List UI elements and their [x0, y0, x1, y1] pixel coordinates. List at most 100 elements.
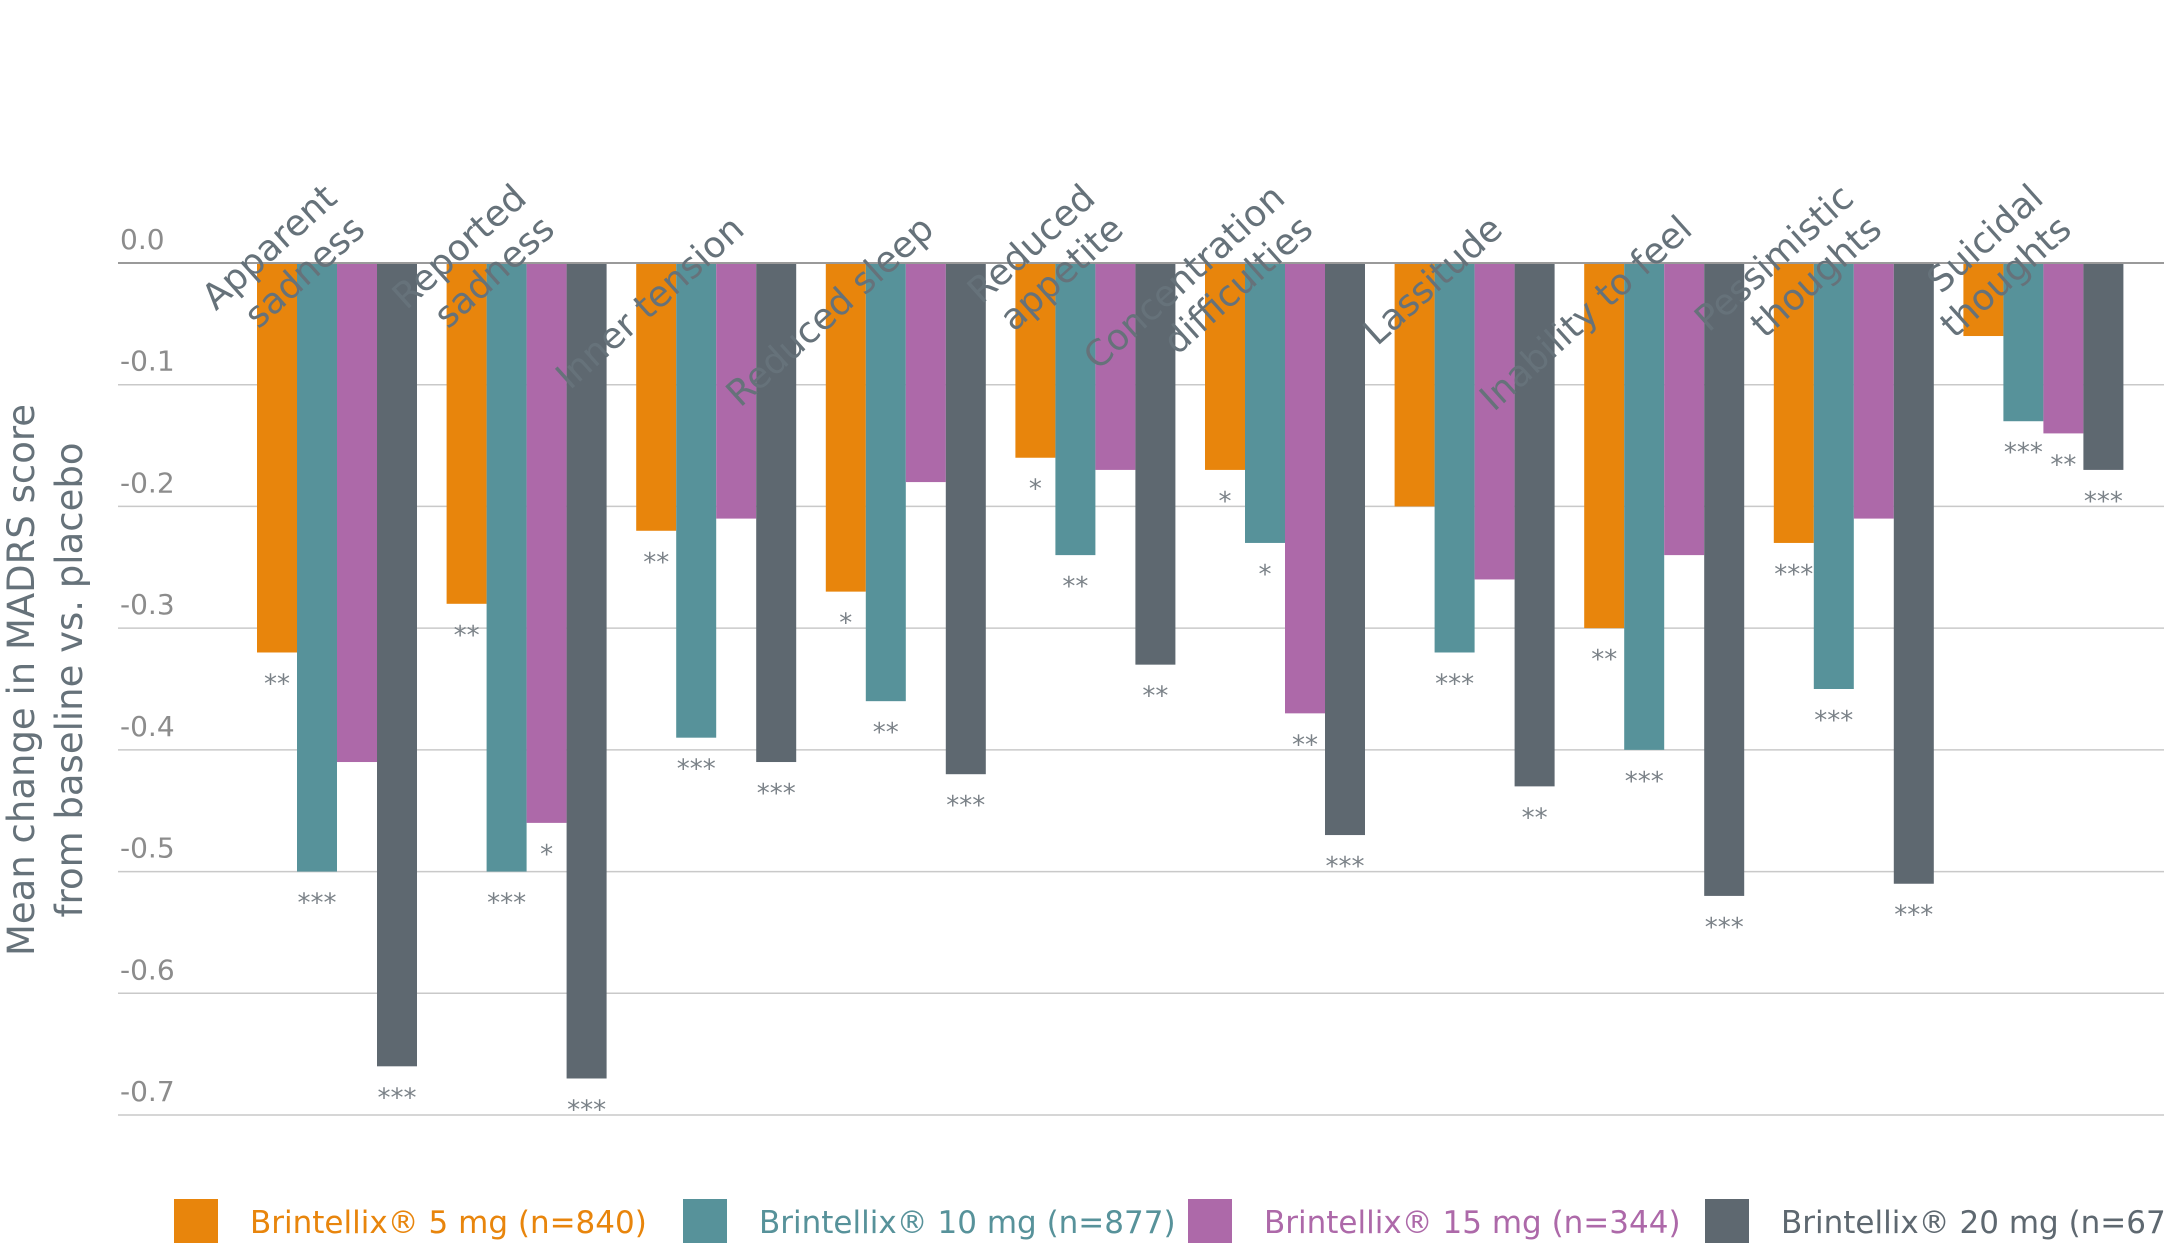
bar — [526, 263, 567, 823]
significance-label: *** — [487, 889, 526, 919]
significance-label: * — [1029, 475, 1042, 505]
significance-label: *** — [2084, 487, 2123, 517]
legend-item: Brintellix® 10 mg (n=877) — [683, 1199, 1176, 1243]
bar — [1394, 263, 1435, 507]
bar — [1773, 263, 1814, 543]
y-tick-label: -0.7 — [120, 1075, 175, 1108]
significance-label: ** — [2050, 450, 2076, 480]
legend-item: Brintellix® 15 mg (n=344) — [1188, 1199, 1681, 1243]
bar — [1584, 263, 1625, 629]
bars — [257, 263, 2124, 1079]
bar — [486, 263, 527, 872]
significance-label: *** — [1326, 852, 1365, 882]
bar — [2083, 263, 2124, 470]
bar — [1963, 263, 2004, 337]
legend-swatch — [1188, 1199, 1232, 1243]
significance-label: ** — [454, 621, 480, 651]
significance-label: *** — [1774, 560, 1813, 590]
bar — [1664, 263, 1705, 556]
bar — [865, 263, 906, 702]
y-tick-label: -0.4 — [120, 710, 175, 743]
bar — [2043, 263, 2084, 434]
bar — [446, 263, 487, 604]
significance-label: * — [540, 840, 553, 870]
bar — [1893, 263, 1934, 884]
significance-label: ** — [643, 548, 669, 578]
bar — [1205, 263, 1245, 470]
bar — [1095, 263, 1136, 470]
bar — [905, 263, 946, 483]
y-axis-title: Mean change in MADRS score from baseline … — [0, 404, 91, 956]
bar — [1624, 263, 1665, 750]
y-tick-label: -0.5 — [120, 832, 175, 865]
legend-swatch — [683, 1199, 727, 1243]
significance-label: * — [1259, 560, 1272, 590]
significance-label: ** — [1292, 730, 1318, 760]
legend-label: Brintellix® 20 mg (n=671) — [1781, 1205, 2164, 1241]
bar — [1135, 263, 1176, 665]
y-axis-label: Mean change in MADRS score from baseline … — [0, 404, 91, 956]
y-tick-label: 0.0 — [120, 223, 165, 256]
significance-label: ** — [1142, 682, 1168, 712]
legend-item: Brintellix® 5 mg (n=840) — [174, 1199, 647, 1243]
bar — [2003, 263, 2044, 422]
bar — [1514, 263, 1555, 787]
significance-label: *** — [298, 889, 337, 919]
significance-label: ** — [264, 669, 290, 699]
significance-label: ** — [873, 718, 899, 748]
y-axis-ticks: 0.0 -0.1 -0.2 -0.3 -0.4 -0.5 -0.6 -0.7 — [120, 223, 175, 1108]
bar — [377, 263, 417, 1067]
bar — [1015, 263, 1056, 458]
significance-label: ** — [1591, 645, 1617, 675]
bar — [756, 263, 797, 763]
y-tick-label: -0.2 — [120, 466, 175, 499]
legend-label: Brintellix® 15 mg (n=344) — [1264, 1205, 1681, 1241]
bar — [1325, 263, 1365, 836]
y-tick-label: -0.3 — [120, 588, 175, 621]
significance-label: * — [1219, 487, 1232, 517]
bar — [716, 263, 757, 519]
significance-label: *** — [1894, 901, 1933, 931]
bar — [676, 263, 717, 738]
legend-swatch — [1705, 1199, 1749, 1243]
bar — [1813, 263, 1854, 689]
y-axis-title-line: from baseline vs. placebo — [48, 443, 91, 918]
bar — [636, 263, 677, 531]
significance-label: *** — [1705, 913, 1744, 943]
significance-label: ** — [1522, 803, 1548, 833]
significance-label: *** — [677, 755, 716, 785]
significance-label: *** — [567, 1095, 606, 1125]
bar — [566, 263, 607, 1079]
bar — [1245, 263, 1285, 543]
significance-label: *** — [378, 1083, 417, 1113]
bar — [1704, 263, 1745, 896]
significance-label: *** — [946, 791, 985, 821]
bar — [1055, 263, 1096, 556]
significance-label: * — [839, 609, 852, 639]
bar — [1434, 263, 1475, 653]
y-axis-title-line: Mean change in MADRS score — [0, 404, 43, 956]
legend-item: Brintellix® 20 mg (n=671) — [1705, 1199, 2164, 1243]
y-tick-label: -0.6 — [120, 953, 175, 986]
bar — [1853, 263, 1894, 519]
bar — [297, 263, 337, 872]
legend: Brintellix® 5 mg (n=840) Brintellix® 10 m… — [174, 1199, 2164, 1243]
significance-markers: ******** ********* ********** *************… — [264, 438, 2123, 1125]
legend-label: Brintellix® 10 mg (n=877) — [759, 1205, 1176, 1241]
legend-label: Brintellix® 5 mg (n=840) — [250, 1205, 647, 1241]
significance-label: *** — [757, 779, 796, 809]
y-tick-label: -0.1 — [120, 345, 175, 378]
bar — [257, 263, 297, 653]
bar — [1474, 263, 1515, 580]
significance-label: ** — [1062, 572, 1088, 602]
significance-label: *** — [2004, 438, 2043, 468]
legend-swatch — [174, 1199, 218, 1243]
bar — [337, 263, 377, 763]
significance-label: *** — [1814, 706, 1853, 736]
significance-label: *** — [1435, 669, 1474, 699]
significance-label: *** — [1625, 767, 1664, 797]
bar — [1285, 263, 1325, 714]
bar — [945, 263, 986, 775]
bar — [825, 263, 866, 592]
